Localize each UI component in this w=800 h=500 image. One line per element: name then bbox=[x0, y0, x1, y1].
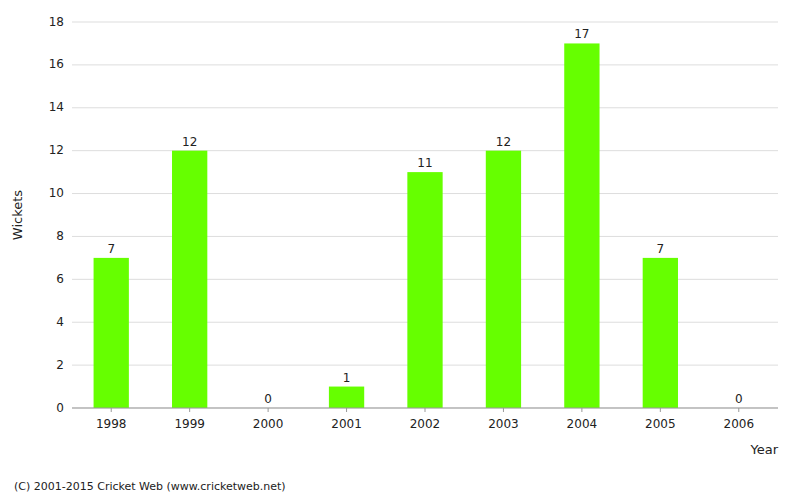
x-tick-label: 1998 bbox=[96, 417, 127, 431]
data-label: 12 bbox=[182, 135, 197, 149]
y-tick-label: 10 bbox=[49, 186, 64, 200]
y-tick-label: 4 bbox=[56, 315, 64, 329]
bars bbox=[94, 43, 678, 408]
x-tick-label: 2003 bbox=[488, 417, 519, 431]
chart-container: 0246810121416181998199920002001200220032… bbox=[0, 0, 800, 500]
bar bbox=[329, 387, 364, 408]
x-tick bbox=[268, 408, 269, 412]
footer-text: (C) 2001-2015 Cricket Web (www.cricketwe… bbox=[14, 480, 286, 493]
x-tick bbox=[111, 408, 112, 412]
y-axis: 0 2 4 6 8 10 12 14 16 18 bbox=[49, 15, 64, 415]
x-tick bbox=[346, 408, 347, 412]
y-tick-label: 12 bbox=[49, 143, 64, 157]
grid-line bbox=[72, 64, 778, 65]
x-tick bbox=[189, 408, 190, 412]
bar bbox=[172, 151, 207, 408]
data-labels: 7120111121770 bbox=[107, 27, 742, 406]
bar bbox=[486, 151, 521, 408]
x-tick-label: 2001 bbox=[331, 417, 362, 431]
y-tick-label: 6 bbox=[56, 272, 64, 286]
x-axis: 1998 1999 2000 2001 2002 2003 2004 2005 2006 bbox=[72, 408, 778, 431]
data-label: 17 bbox=[574, 27, 589, 41]
data-label: 12 bbox=[496, 135, 511, 149]
x-tick-label: 1999 bbox=[174, 417, 205, 431]
grid-line bbox=[72, 107, 778, 108]
x-tick-label: 2000 bbox=[253, 417, 284, 431]
grid-line bbox=[72, 22, 778, 23]
bar bbox=[643, 258, 678, 408]
x-tick-label: 2006 bbox=[724, 417, 755, 431]
bar bbox=[564, 43, 599, 408]
y-tick-label: 14 bbox=[49, 100, 64, 114]
x-tick bbox=[425, 408, 426, 412]
bar bbox=[94, 258, 129, 408]
x-tick-label: 2002 bbox=[410, 417, 441, 431]
data-label: 7 bbox=[107, 242, 115, 256]
y-tick-label: 16 bbox=[49, 57, 64, 71]
x-tick bbox=[581, 408, 582, 412]
bar bbox=[407, 172, 442, 408]
y-tick-label: 0 bbox=[56, 401, 64, 415]
y-tick-label: 8 bbox=[56, 229, 64, 243]
data-label: 7 bbox=[657, 242, 665, 256]
y-tick-label: 2 bbox=[56, 358, 64, 372]
y-tick-label: 18 bbox=[49, 15, 64, 29]
data-label: 0 bbox=[735, 392, 743, 406]
data-label: 0 bbox=[264, 392, 272, 406]
x-tick bbox=[660, 408, 661, 412]
x-axis-label: Year bbox=[749, 442, 778, 457]
x-tick bbox=[738, 408, 739, 412]
grid bbox=[72, 22, 778, 408]
chart-svg: 0246810121416181998199920002001200220032… bbox=[0, 0, 800, 500]
x-tick bbox=[503, 408, 504, 412]
y-axis-label: Wickets bbox=[10, 190, 25, 240]
data-label: 11 bbox=[417, 156, 432, 170]
x-tick-label: 2004 bbox=[567, 417, 598, 431]
x-tick-label: 2005 bbox=[645, 417, 676, 431]
data-label: 1 bbox=[343, 371, 351, 385]
